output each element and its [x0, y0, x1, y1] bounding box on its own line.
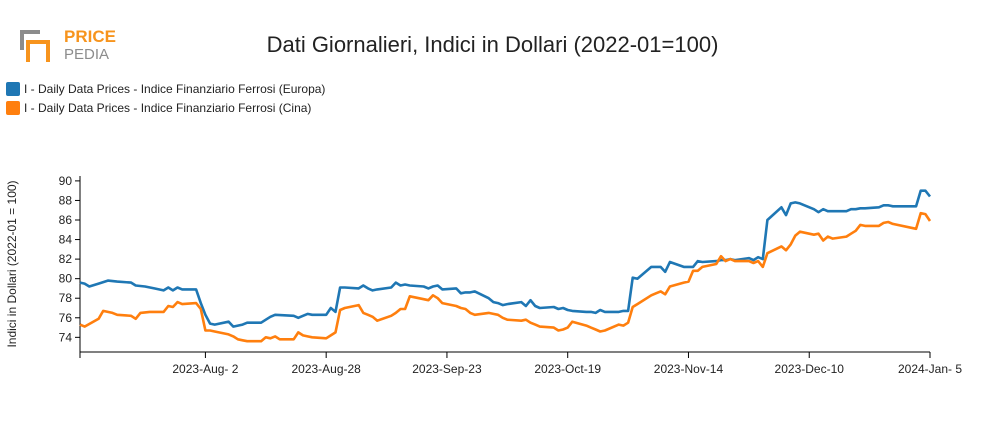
x-tick-label: 2023-Aug- 2	[172, 362, 238, 376]
x-tick-label: 2024-Jan- 5	[898, 362, 962, 376]
y-tick-label: 88	[59, 193, 73, 207]
x-tick-label: 2023-Oct-19	[534, 362, 601, 376]
legend-swatch-europa	[6, 81, 20, 96]
legend-item-europa[interactable]: I - Daily Data Prices - Indice Finanziar…	[6, 79, 325, 98]
legend-label-europa: I - Daily Data Prices - Indice Finanziar…	[24, 81, 326, 96]
logo-mark-back	[20, 30, 40, 50]
y-tick-label: 76	[59, 311, 73, 325]
y-axis-label: Indici in Dollari (2022-01 = 100)	[5, 180, 19, 347]
y-tick-label: 78	[59, 291, 73, 305]
x-tick-label: 2023-Nov-14	[654, 362, 724, 376]
y-tick-label: 74	[59, 330, 73, 344]
y-tick-label: 84	[59, 233, 73, 247]
logo-mark-front	[26, 40, 50, 62]
x-tick-label: 2023-Aug-28	[291, 362, 361, 376]
chart-title: Dati Giornalieri, Indici in Dollari (202…	[266, 32, 719, 57]
x-tick-label: 2023-Dec-10	[775, 362, 845, 376]
logo-text-bottom: PEDIA	[64, 46, 109, 63]
legend-label-cina: I - Daily Data Prices - Indice Finanziar…	[24, 100, 312, 115]
logo-text-top: PRICE	[64, 27, 116, 46]
legend-item-cina[interactable]: I - Daily Data Prices - Indice Finanziar…	[6, 98, 325, 117]
chart-legend: I - Daily Data Prices - Indice Finanziar…	[6, 79, 325, 117]
y-tick-label: 86	[59, 213, 73, 227]
series-line-cina	[79, 211, 932, 343]
y-tick-label: 90	[59, 174, 73, 188]
pricepedia-logo: PRICE PEDIA	[20, 27, 116, 63]
series-line-europa	[79, 189, 932, 328]
legend-swatch-cina	[6, 100, 20, 115]
y-tick-label: 82	[59, 252, 73, 266]
y-tick-label: 80	[59, 272, 73, 286]
x-tick-label: 2023-Sep-23	[412, 362, 482, 376]
